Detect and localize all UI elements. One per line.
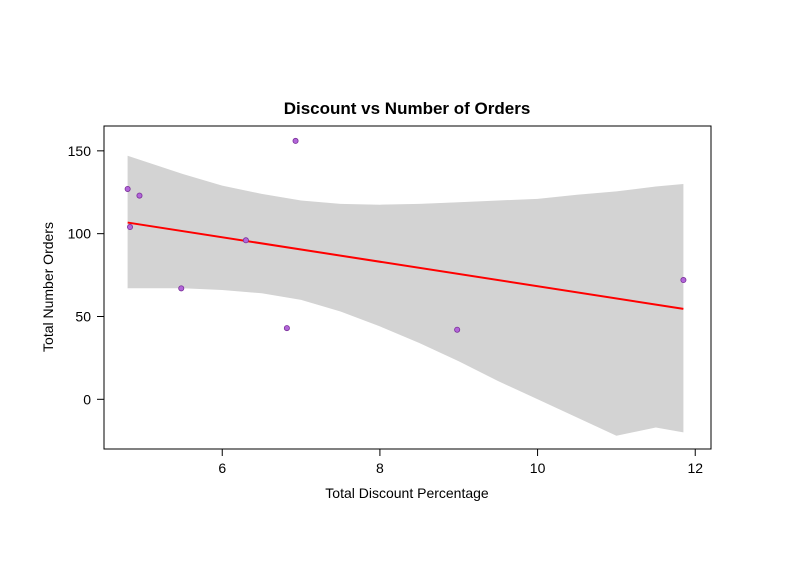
data-point (283, 325, 290, 332)
data-point (178, 285, 185, 292)
y-tick-label: 50 (75, 308, 91, 324)
y-axis: 0 50 100 150 (68, 143, 105, 407)
y-tick-label: 0 (83, 391, 91, 407)
y-tick-label: 100 (68, 226, 92, 242)
x-axis: 6 8 10 12 (218, 448, 703, 476)
y-axis-label: Total Number Orders (40, 222, 56, 352)
confidence-band (127, 155, 684, 436)
trend-line (127, 221, 684, 310)
data-point (136, 192, 143, 199)
confidence-band-layer (127, 155, 684, 436)
data-point (124, 185, 131, 192)
chart-title: Discount vs Number of Orders (284, 99, 531, 118)
y-tick-label: 150 (68, 143, 92, 159)
data-point (242, 237, 249, 244)
data-point (127, 224, 134, 231)
x-tick-label: 10 (530, 460, 546, 476)
x-tick-label: 6 (218, 460, 226, 476)
data-point (292, 137, 299, 144)
data-point (680, 277, 687, 284)
x-axis-label: Total Discount Percentage (325, 485, 489, 501)
data-point (454, 326, 461, 333)
trend-line-layer (127, 221, 684, 310)
x-tick-label: 8 (376, 460, 384, 476)
points-layer (124, 137, 687, 333)
x-tick-label: 12 (687, 460, 703, 476)
